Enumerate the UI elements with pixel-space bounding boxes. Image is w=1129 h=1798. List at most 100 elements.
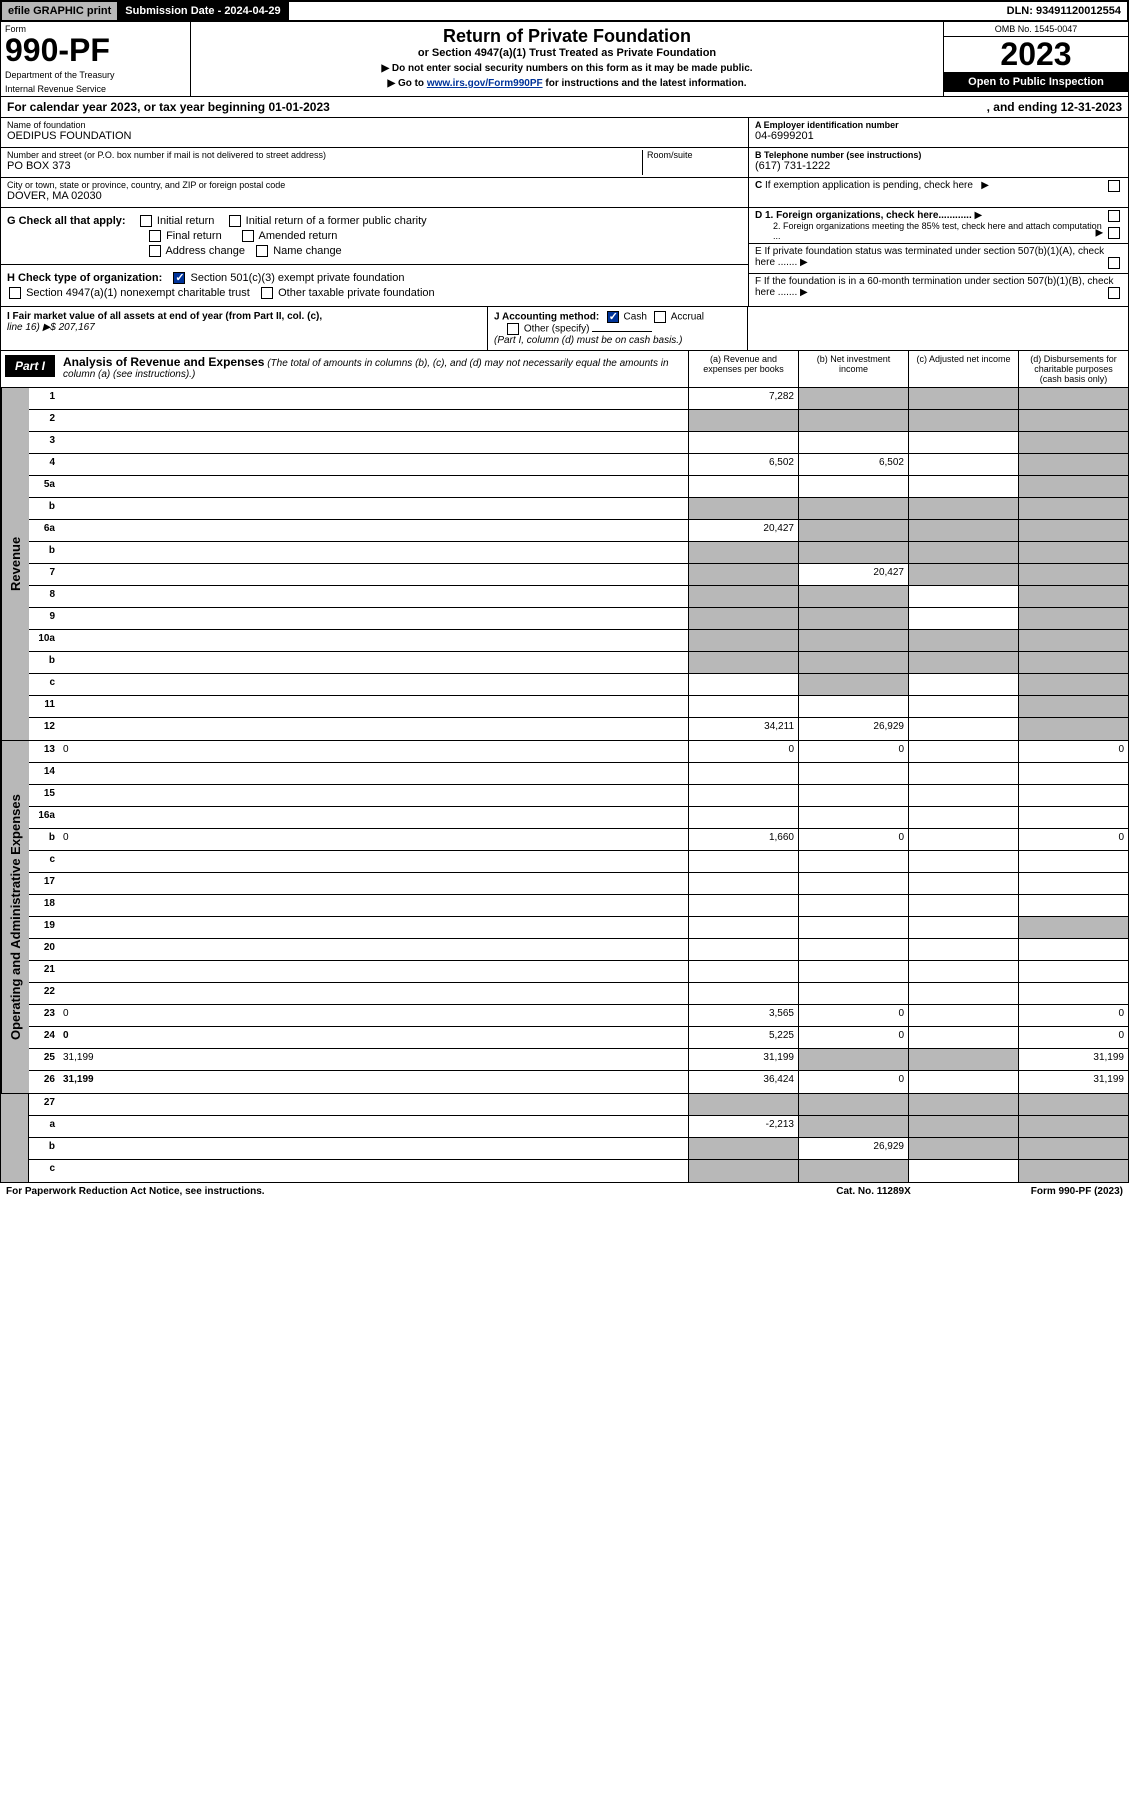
table-row: 10a <box>29 630 1128 652</box>
row-num: 7 <box>29 564 59 585</box>
checkbox-amended[interactable] <box>242 230 254 242</box>
table-row: 25 31,199 31,199 31,199 <box>29 1049 1128 1071</box>
cell-c <box>908 895 1018 916</box>
cell-d: 0 <box>1018 1005 1128 1026</box>
footer-cat: Cat. No. 11289X <box>836 1186 910 1197</box>
h-label: H Check type of organization: <box>7 272 162 284</box>
checkbox-c[interactable] <box>1108 180 1120 192</box>
omb-number: OMB No. 1545-0047 <box>944 22 1128 37</box>
checkbox-name-change[interactable] <box>256 245 268 257</box>
cell-b: 26,929 <box>798 1138 908 1159</box>
row-num: c <box>29 674 59 695</box>
row-num: 8 <box>29 586 59 607</box>
checkbox-other-taxable[interactable] <box>261 287 273 299</box>
checkbox-f[interactable] <box>1108 287 1120 299</box>
row-desc: 31,199 <box>59 1071 688 1093</box>
cell-d <box>1018 807 1128 828</box>
address-cell: Number and street (or P.O. box number if… <box>1 148 748 178</box>
cell-a <box>688 763 798 784</box>
checkbox-addr-change[interactable] <box>149 245 161 257</box>
cell-c <box>908 564 1018 585</box>
checkbox-initial-return[interactable] <box>140 215 152 227</box>
cell-b: 0 <box>798 1005 908 1026</box>
checkbox-initial-former[interactable] <box>229 215 241 227</box>
checkbox-e[interactable] <box>1108 257 1120 269</box>
irs-link[interactable]: www.irs.gov/Form990PF <box>427 78 543 89</box>
col-a-header: (a) Revenue and expenses per books <box>688 351 798 387</box>
checkbox-501c3[interactable] <box>173 272 185 284</box>
row-num: c <box>29 851 59 872</box>
bottom-body: 27 a -2,213 b 26,929 c <box>29 1094 1128 1182</box>
expenses-body: 13 0 0 0 0 14 15 16a <box>29 741 1128 1093</box>
cell-a <box>688 895 798 916</box>
row-num: 9 <box>29 608 59 629</box>
cell-d: 0 <box>1018 1027 1128 1048</box>
cell-b <box>798 520 908 541</box>
cell-c <box>908 608 1018 629</box>
checkbox-final[interactable] <box>149 230 161 242</box>
table-row: c <box>29 674 1128 696</box>
cell-d <box>1018 432 1128 453</box>
cell-a <box>688 432 798 453</box>
row-desc <box>59 851 688 872</box>
opt-final: Final return <box>166 230 222 242</box>
checkbox-other-method[interactable] <box>507 323 519 335</box>
cell-b <box>798 388 908 409</box>
row-num: 19 <box>29 917 59 938</box>
table-row: 4 6,502 6,502 <box>29 454 1128 476</box>
cell-d <box>1018 718 1128 740</box>
cell-a: 5,225 <box>688 1027 798 1048</box>
row-desc <box>59 608 688 629</box>
page-footer: For Paperwork Reduction Act Notice, see … <box>0 1183 1129 1200</box>
checkbox-cash[interactable] <box>607 311 619 323</box>
cell-d <box>1018 520 1128 541</box>
row-num: 22 <box>29 983 59 1004</box>
checkbox-4947[interactable] <box>9 287 21 299</box>
cell-d <box>1018 652 1128 673</box>
cell-b: 0 <box>798 1071 908 1093</box>
checkbox-accrual[interactable] <box>654 311 666 323</box>
row-num: 18 <box>29 895 59 916</box>
room-label: Room/suite <box>647 150 742 160</box>
cal-year-begin: For calendar year 2023, or tax year begi… <box>7 100 987 114</box>
cell-b: 6,502 <box>798 454 908 475</box>
cell-a <box>688 586 798 607</box>
cell-b <box>798 542 908 563</box>
cell-a <box>688 630 798 651</box>
cell-a <box>688 851 798 872</box>
cell-c <box>908 388 1018 409</box>
i-value: line 16) ▶$ 207,167 <box>7 322 95 333</box>
cell-c <box>908 1094 1018 1115</box>
address: PO BOX 373 <box>7 160 642 172</box>
cell-b <box>798 961 908 982</box>
checkbox-d2[interactable] <box>1108 227 1120 239</box>
j-label: J Accounting method: <box>494 312 599 323</box>
entity-info: Name of foundation OEDIPUS FOUNDATION Nu… <box>0 118 1129 307</box>
checkbox-d1[interactable] <box>1108 210 1120 222</box>
e-cell: E If private foundation status was termi… <box>749 244 1128 274</box>
cell-a <box>688 542 798 563</box>
cell-a: -2,213 <box>688 1116 798 1137</box>
cell-c <box>908 983 1018 1004</box>
cell-c <box>908 652 1018 673</box>
cell-d <box>1018 476 1128 497</box>
section-h: H Check type of organization: Section 50… <box>1 265 748 306</box>
cell-a <box>688 564 798 585</box>
row-num: 12 <box>29 718 59 740</box>
cell-a <box>688 674 798 695</box>
cell-b: 0 <box>798 741 908 762</box>
part1-header: Part I Analysis of Revenue and Expenses … <box>0 351 1129 388</box>
row-desc <box>59 785 688 806</box>
cell-b <box>798 1160 908 1182</box>
cell-c <box>908 1116 1018 1137</box>
opt-initial: Initial return <box>157 215 214 227</box>
cell-d <box>1018 696 1128 717</box>
efile-label[interactable]: efile GRAPHIC print <box>2 2 117 20</box>
cell-d <box>1018 763 1128 784</box>
cell-c <box>908 829 1018 850</box>
bottom-side <box>1 1094 29 1182</box>
row-num: 25 <box>29 1049 59 1070</box>
table-row: 27 <box>29 1094 1128 1116</box>
f-overflow <box>748 307 1128 350</box>
table-row: 20 <box>29 939 1128 961</box>
